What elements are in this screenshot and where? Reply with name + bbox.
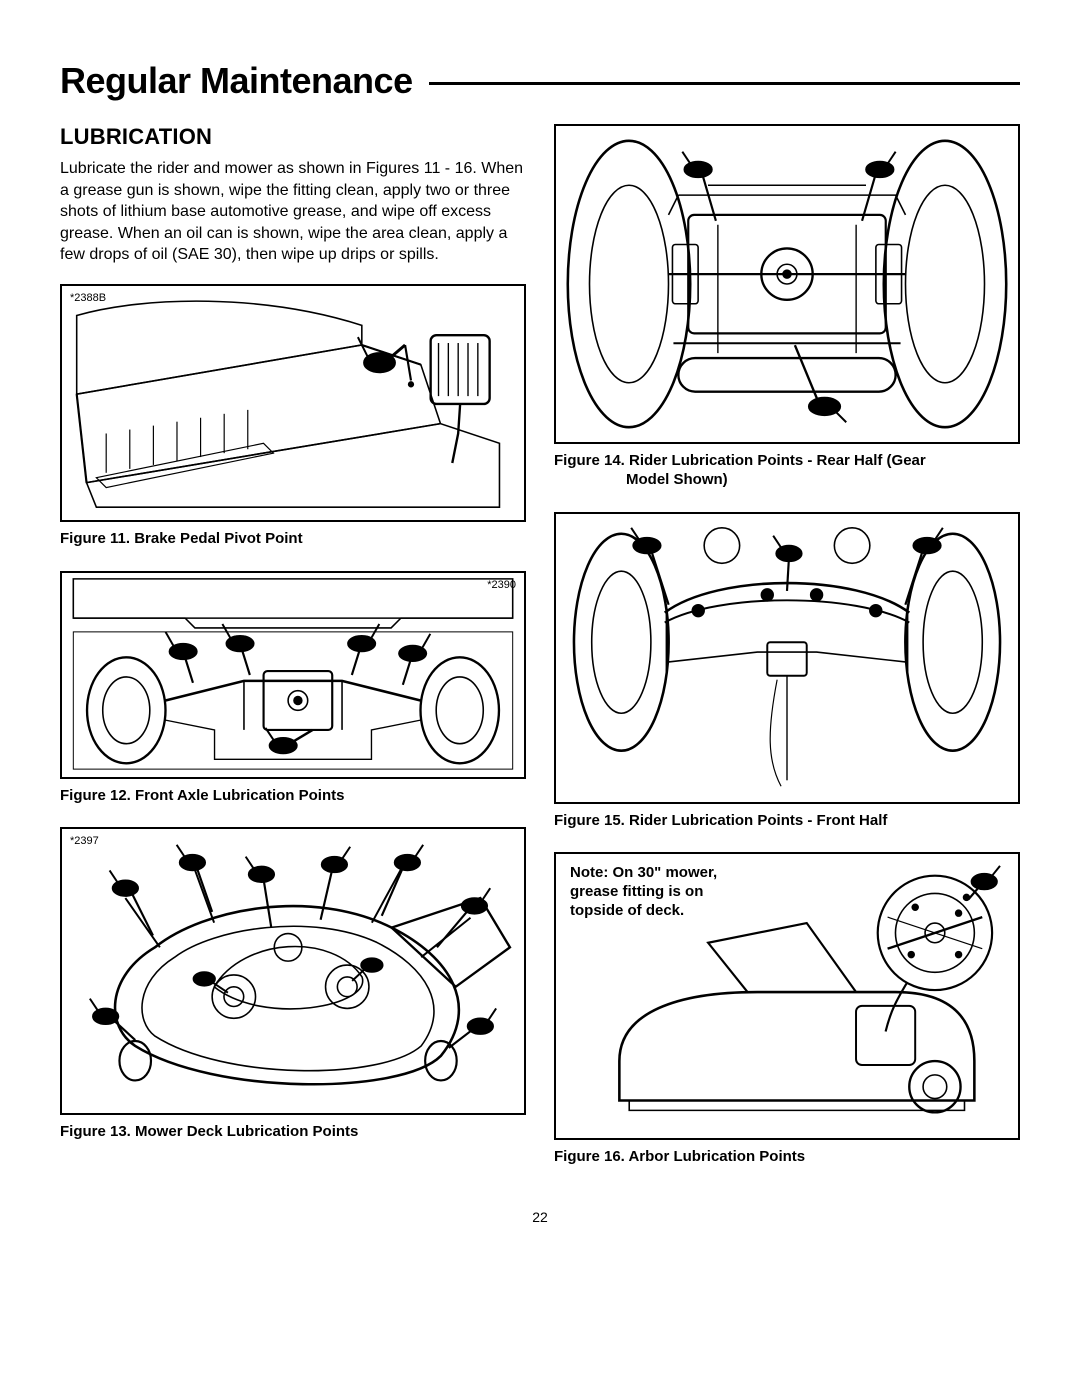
two-column-layout: LUBRICATION Lubricate the rider and mowe… (60, 124, 1020, 1189)
figure-12: *2390 (60, 571, 526, 806)
figure-12-ref: *2390 (487, 579, 516, 591)
figure-13-box: *2397 (60, 827, 526, 1115)
figure-14-caption: Figure 14. Rider Lubrication Points - Re… (554, 452, 1020, 490)
figure-12-caption: Figure 12. Front Axle Lubrication Points (60, 787, 526, 806)
figure-11-diagram (62, 286, 524, 520)
figure-14-diagram (556, 126, 1018, 442)
figure-11: *2388B (60, 284, 526, 549)
figure-12-box: *2390 (60, 571, 526, 779)
manual-page: Regular Maintenance LUBRICATION Lubricat… (0, 0, 1080, 1265)
figure-13-caption: Figure 13. Mower Deck Lubrication Points (60, 1123, 526, 1142)
figure-14: Figure 14. Rider Lubrication Points - Re… (554, 124, 1020, 490)
figure-15-box (554, 512, 1020, 804)
chapter-title: Regular Maintenance (60, 60, 413, 102)
chapter-rule (429, 82, 1020, 85)
figure-13: *2397 (60, 827, 526, 1142)
figure-11-caption: Figure 11. Brake Pedal Pivot Point (60, 530, 526, 549)
figure-15-diagram (556, 514, 1018, 802)
figure-13-ref: *2397 (70, 835, 99, 847)
figure-16-note: Note: On 30" mower, grease fitting is on… (570, 864, 750, 920)
right-column: Figure 14. Rider Lubrication Points - Re… (554, 124, 1020, 1189)
figure-15-caption: Figure 15. Rider Lubrication Points - Fr… (554, 812, 1020, 831)
figure-11-ref: *2388B (70, 292, 106, 304)
chapter-header: Regular Maintenance (60, 60, 1020, 102)
figure-14-caption-line2: Model Shown) (554, 471, 1020, 490)
left-column: LUBRICATION Lubricate the rider and mowe… (60, 124, 526, 1189)
section-body-text: Lubricate the rider and mower as shown i… (60, 158, 526, 266)
figure-16: Note: On 30" mower, grease fitting is on… (554, 852, 1020, 1167)
section-heading: LUBRICATION (60, 124, 526, 150)
figure-14-caption-line1: Figure 14. Rider Lubrication Points - Re… (554, 452, 926, 469)
figure-11-box: *2388B (60, 284, 526, 522)
figure-16-box: Note: On 30" mower, grease fitting is on… (554, 852, 1020, 1140)
figure-16-caption: Figure 16. Arbor Lubrication Points (554, 1148, 1020, 1167)
page-number: 22 (60, 1209, 1020, 1225)
figure-13-diagram (62, 829, 524, 1113)
figure-12-diagram (62, 573, 524, 777)
figure-14-box (554, 124, 1020, 444)
figure-15: Figure 15. Rider Lubrication Points - Fr… (554, 512, 1020, 831)
